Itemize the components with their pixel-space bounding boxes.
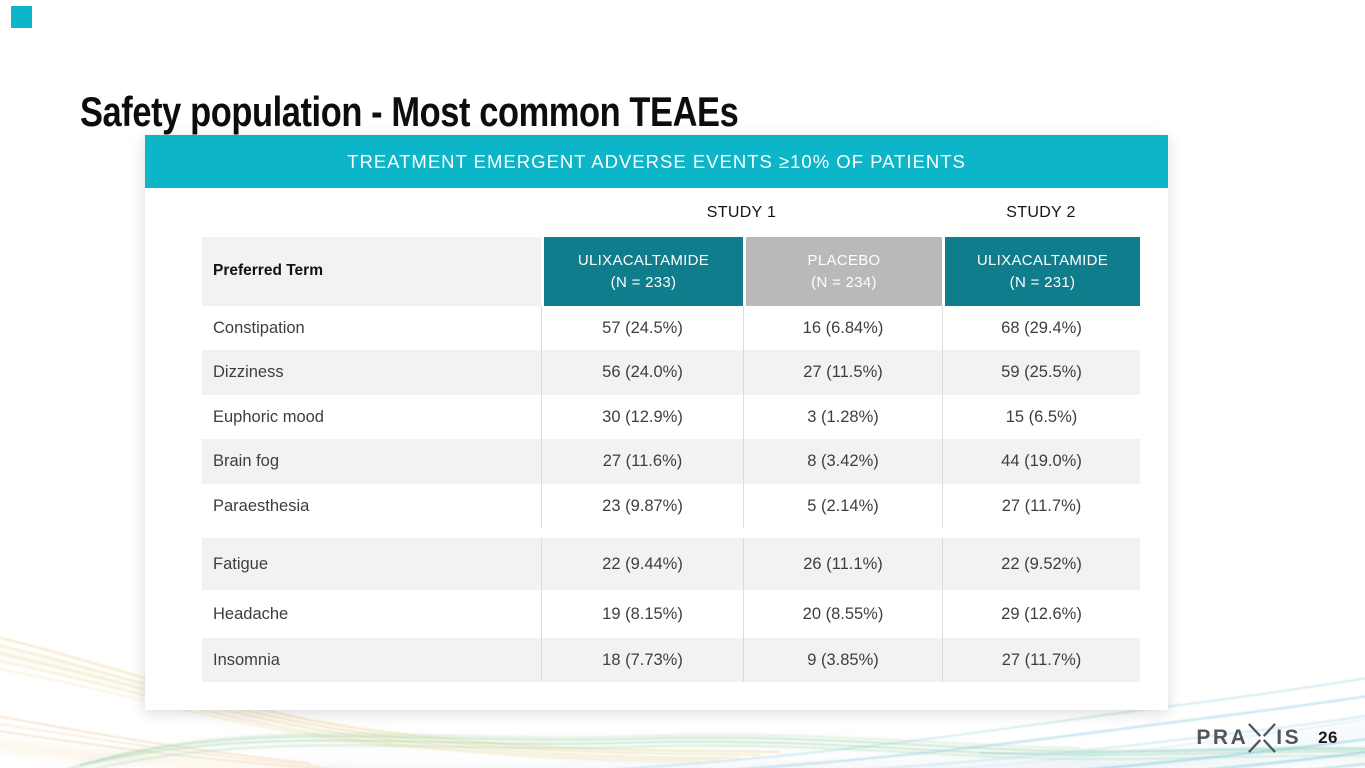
row-value: 18 (7.73%) xyxy=(541,638,743,682)
table-row: Insomnia 18 (7.73%) 9 (3.85%) 27 (11.7%) xyxy=(202,638,1140,682)
study-group-row: STUDY 1 STUDY 2 xyxy=(202,188,1140,237)
row-value: 68 (29.4%) xyxy=(942,306,1140,350)
study-1-label: STUDY 1 xyxy=(706,203,777,221)
teae-table-card: TREATMENT EMERGENT ADVERSE EVENTS ≥10% O… xyxy=(145,135,1168,710)
row-value: 27 (11.7%) xyxy=(942,638,1140,682)
row-value: 16 (6.84%) xyxy=(743,306,942,350)
row-term: Euphoric mood xyxy=(213,407,324,426)
corner-accent-square xyxy=(11,6,32,28)
column-n-label: (N = 231) xyxy=(1009,273,1076,291)
row-term: Insomnia xyxy=(213,650,280,669)
row-value: 56 (24.0%) xyxy=(541,350,743,395)
row-value: 22 (9.52%) xyxy=(942,538,1140,590)
praxis-x-icon xyxy=(1248,723,1277,753)
row-value: 30 (12.9%) xyxy=(541,395,743,439)
row-value: 57 (24.5%) xyxy=(541,306,743,350)
row-value: 23 (9.87%) xyxy=(541,484,743,528)
row-value: 15 (6.5%) xyxy=(942,395,1140,439)
row-value: 27 (11.7%) xyxy=(942,484,1140,528)
column-drug-label: ULIXACALTAMIDE xyxy=(577,251,710,269)
table-row: Fatigue 22 (9.44%) 26 (11.1%) 22 (9.52%) xyxy=(202,538,1140,590)
table-title-banner: TREATMENT EMERGENT ADVERSE EVENTS ≥10% O… xyxy=(145,135,1168,188)
row-value: 5 (2.14%) xyxy=(743,484,942,528)
column-n-label: (N = 233) xyxy=(610,273,677,291)
row-value: 20 (8.55%) xyxy=(743,590,942,638)
page-number: 26 xyxy=(1318,728,1338,747)
row-value: 22 (9.44%) xyxy=(541,538,743,590)
row-value: 8 (3.42%) xyxy=(743,439,942,484)
table-row: Headache 19 (8.15%) 20 (8.55%) 29 (12.6%) xyxy=(202,590,1140,638)
table-row: Brain fog 27 (11.6%) 8 (3.42%) 44 (19.0%) xyxy=(202,439,1140,484)
row-value: 26 (11.1%) xyxy=(743,538,942,590)
column-header-ulixacaltamide-study1: ULIXACALTAMIDE (N = 233) xyxy=(541,237,743,306)
row-term: Dizziness xyxy=(213,363,284,381)
preferred-term-header: Preferred Term xyxy=(202,237,541,306)
column-drug-label: PLACEBO xyxy=(807,251,881,269)
row-value: 19 (8.15%) xyxy=(541,590,743,638)
table-header-row: Preferred Term ULIXACALTAMIDE (N = 233) … xyxy=(202,237,1140,306)
column-n-label: (N = 234) xyxy=(811,273,877,291)
table-row: Constipation 57 (24.5%) 16 (6.84%) 68 (29.4… xyxy=(202,306,1140,350)
table-row: Euphoric mood 30 (12.9%) 3 (1.28%) 15 (6.5%… xyxy=(202,395,1140,439)
logo-text-right: IS xyxy=(1276,726,1302,749)
table-row: Dizziness 56 (24.0%) 27 (11.5%) 59 (25.5%) xyxy=(202,350,1140,395)
row-value: 59 (25.5%) xyxy=(942,350,1140,395)
column-drug-label: ULIXACALTAMIDE xyxy=(976,251,1109,269)
table-row: Paraesthesia 23 (9.87%) 5 (2.14%) 27 (11.7%… xyxy=(202,484,1140,528)
row-value: 27 (11.5%) xyxy=(743,350,942,395)
row-term: Constipation xyxy=(213,318,305,337)
row-term: Fatigue xyxy=(213,554,269,573)
row-term: Headache xyxy=(213,604,289,623)
column-header-placebo: PLACEBO (N = 234) xyxy=(743,237,942,306)
row-term: Brain fog xyxy=(213,452,280,470)
row-value: 29 (12.6%) xyxy=(942,590,1140,638)
row-value: 3 (1.28%) xyxy=(743,395,942,439)
row-term: Paraesthesia xyxy=(213,496,310,515)
logo-text-left: PRA xyxy=(1196,726,1249,749)
slide-footer: PRA IS 26 xyxy=(1196,720,1338,756)
row-value: 9 (3.85%) xyxy=(743,638,942,682)
page-title: Safety population - Most common TEAEs xyxy=(80,88,739,136)
column-header-ulixacaltamide-study2: ULIXACALTAMIDE (N = 231) xyxy=(942,237,1140,306)
study-2-label: STUDY 2 xyxy=(1006,203,1076,221)
row-value: 27 (11.6%) xyxy=(541,439,743,484)
praxis-logo: PRA IS xyxy=(1196,720,1301,756)
table-body: Constipation 57 (24.5%) 16 (6.84%) 68 (29.4… xyxy=(202,306,1140,682)
row-value: 44 (19.0%) xyxy=(942,439,1140,484)
